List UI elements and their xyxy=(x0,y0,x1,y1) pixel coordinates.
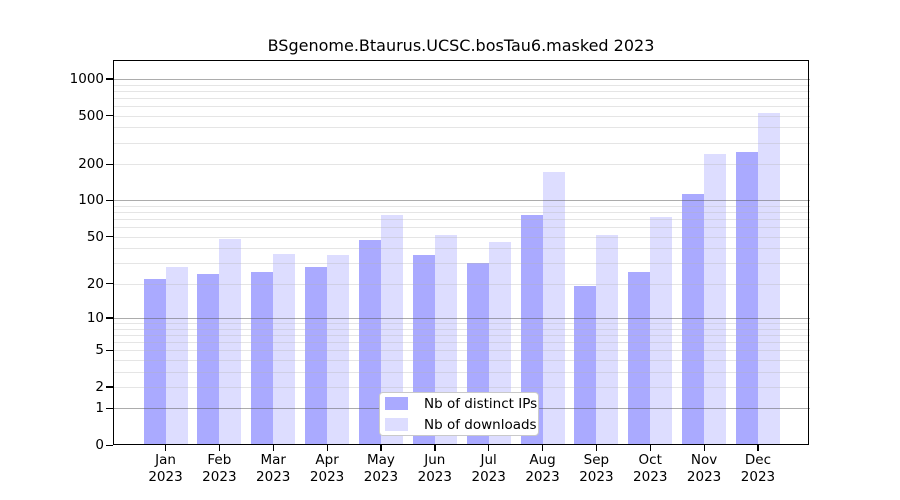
x-tick-mark-sep xyxy=(595,445,598,451)
x-tick-year: 2023 xyxy=(309,469,345,485)
y-tick-label-5: 5 xyxy=(95,342,104,359)
legend-swatch-distinct-ips xyxy=(385,397,408,410)
y-tick-mark-1 xyxy=(106,407,113,410)
legend-item-distinct-ips: Nb of distinct IPs xyxy=(385,396,537,412)
x-tick-label-jul: Jul 2023 xyxy=(471,452,506,485)
y-tick-label-500: 500 xyxy=(78,107,104,124)
x-tick-year: 2023 xyxy=(579,469,614,485)
x-tick-label-oct: Oct 2023 xyxy=(633,452,668,485)
y-tick-label-50: 50 xyxy=(86,228,104,245)
x-tick-label-sep: Sep 2023 xyxy=(579,452,614,485)
y-tick-mark-50 xyxy=(106,236,113,238)
y-tick-mark-200 xyxy=(106,163,113,165)
x-tick-year: 2023 xyxy=(471,469,506,485)
x-tick-mark-nov xyxy=(703,445,705,451)
x-tick-year: 2023 xyxy=(633,469,668,485)
y-tick-mark-20 xyxy=(106,283,113,285)
x-tick-mark-mar xyxy=(272,445,275,451)
y-tick-label-20: 20 xyxy=(86,275,104,292)
x-tick-mark-feb xyxy=(218,445,221,451)
x-tick-label-aug: Aug 2023 xyxy=(525,452,560,485)
x-tick-label-jan: Jan 2023 xyxy=(148,452,183,485)
legend-swatch-downloads xyxy=(385,418,408,431)
x-tick-label-mar: Mar 2023 xyxy=(256,452,291,485)
x-tick-mark-apr xyxy=(326,445,328,451)
x-tick-mark-may xyxy=(380,445,382,451)
x-tick-year: 2023 xyxy=(363,469,399,485)
plot-frame xyxy=(113,60,809,445)
y-tick-label-100: 100 xyxy=(78,192,104,209)
x-tick-year: 2023 xyxy=(148,469,183,485)
y-tick-mark-5 xyxy=(106,349,113,351)
x-tick-mark-aug xyxy=(542,445,544,451)
x-tick-mark-jan xyxy=(165,445,167,451)
legend: Nb of distinct IPs Nb of downloads xyxy=(379,392,539,436)
y-tick-label-2: 2 xyxy=(95,378,104,395)
x-tick-label-feb: Feb 2023 xyxy=(202,452,237,485)
x-tick-label-apr: Apr 2023 xyxy=(309,452,345,485)
legend-label-distinct-ips: Nb of distinct IPs xyxy=(424,395,538,412)
x-tick-year: 2023 xyxy=(686,469,722,485)
y-tick-label-10: 10 xyxy=(86,309,104,326)
y-tick-mark-1000 xyxy=(106,78,113,80)
x-tick-label-jun: Jun 2023 xyxy=(417,452,452,485)
x-tick-label-dec: Dec 2023 xyxy=(740,452,776,485)
y-tick-label-0: 0 xyxy=(95,437,104,453)
chart-title: BSgenome.Btaurus.UCSC.bosTau6.masked 202… xyxy=(267,36,655,55)
y-tick-mark-500 xyxy=(106,115,113,117)
y-tick-label-1: 1 xyxy=(95,400,104,417)
x-tick-year: 2023 xyxy=(740,469,776,485)
legend-label-downloads: Nb of downloads xyxy=(424,416,537,433)
x-tick-year: 2023 xyxy=(525,469,560,485)
x-tick-mark-oct xyxy=(649,445,652,451)
y-tick-mark-0 xyxy=(106,444,113,446)
x-tick-label-nov: Nov 2023 xyxy=(686,452,722,485)
x-tick-mark-dec xyxy=(757,445,759,451)
y-tick-label-1000: 1000 xyxy=(69,70,104,87)
y-tick-mark-10 xyxy=(106,317,113,319)
legend-item-downloads: Nb of downloads xyxy=(385,417,537,433)
y-tick-mark-2 xyxy=(106,386,113,388)
y-tick-mark-100 xyxy=(106,199,113,202)
y-tick-label-200: 200 xyxy=(78,156,104,172)
x-tick-mark-jun xyxy=(434,445,436,451)
x-tick-label-may: May 2023 xyxy=(363,452,399,485)
x-tick-year: 2023 xyxy=(256,469,291,485)
x-tick-year: 2023 xyxy=(202,469,237,485)
x-tick-mark-jul xyxy=(488,445,490,451)
x-tick-year: 2023 xyxy=(417,469,452,485)
